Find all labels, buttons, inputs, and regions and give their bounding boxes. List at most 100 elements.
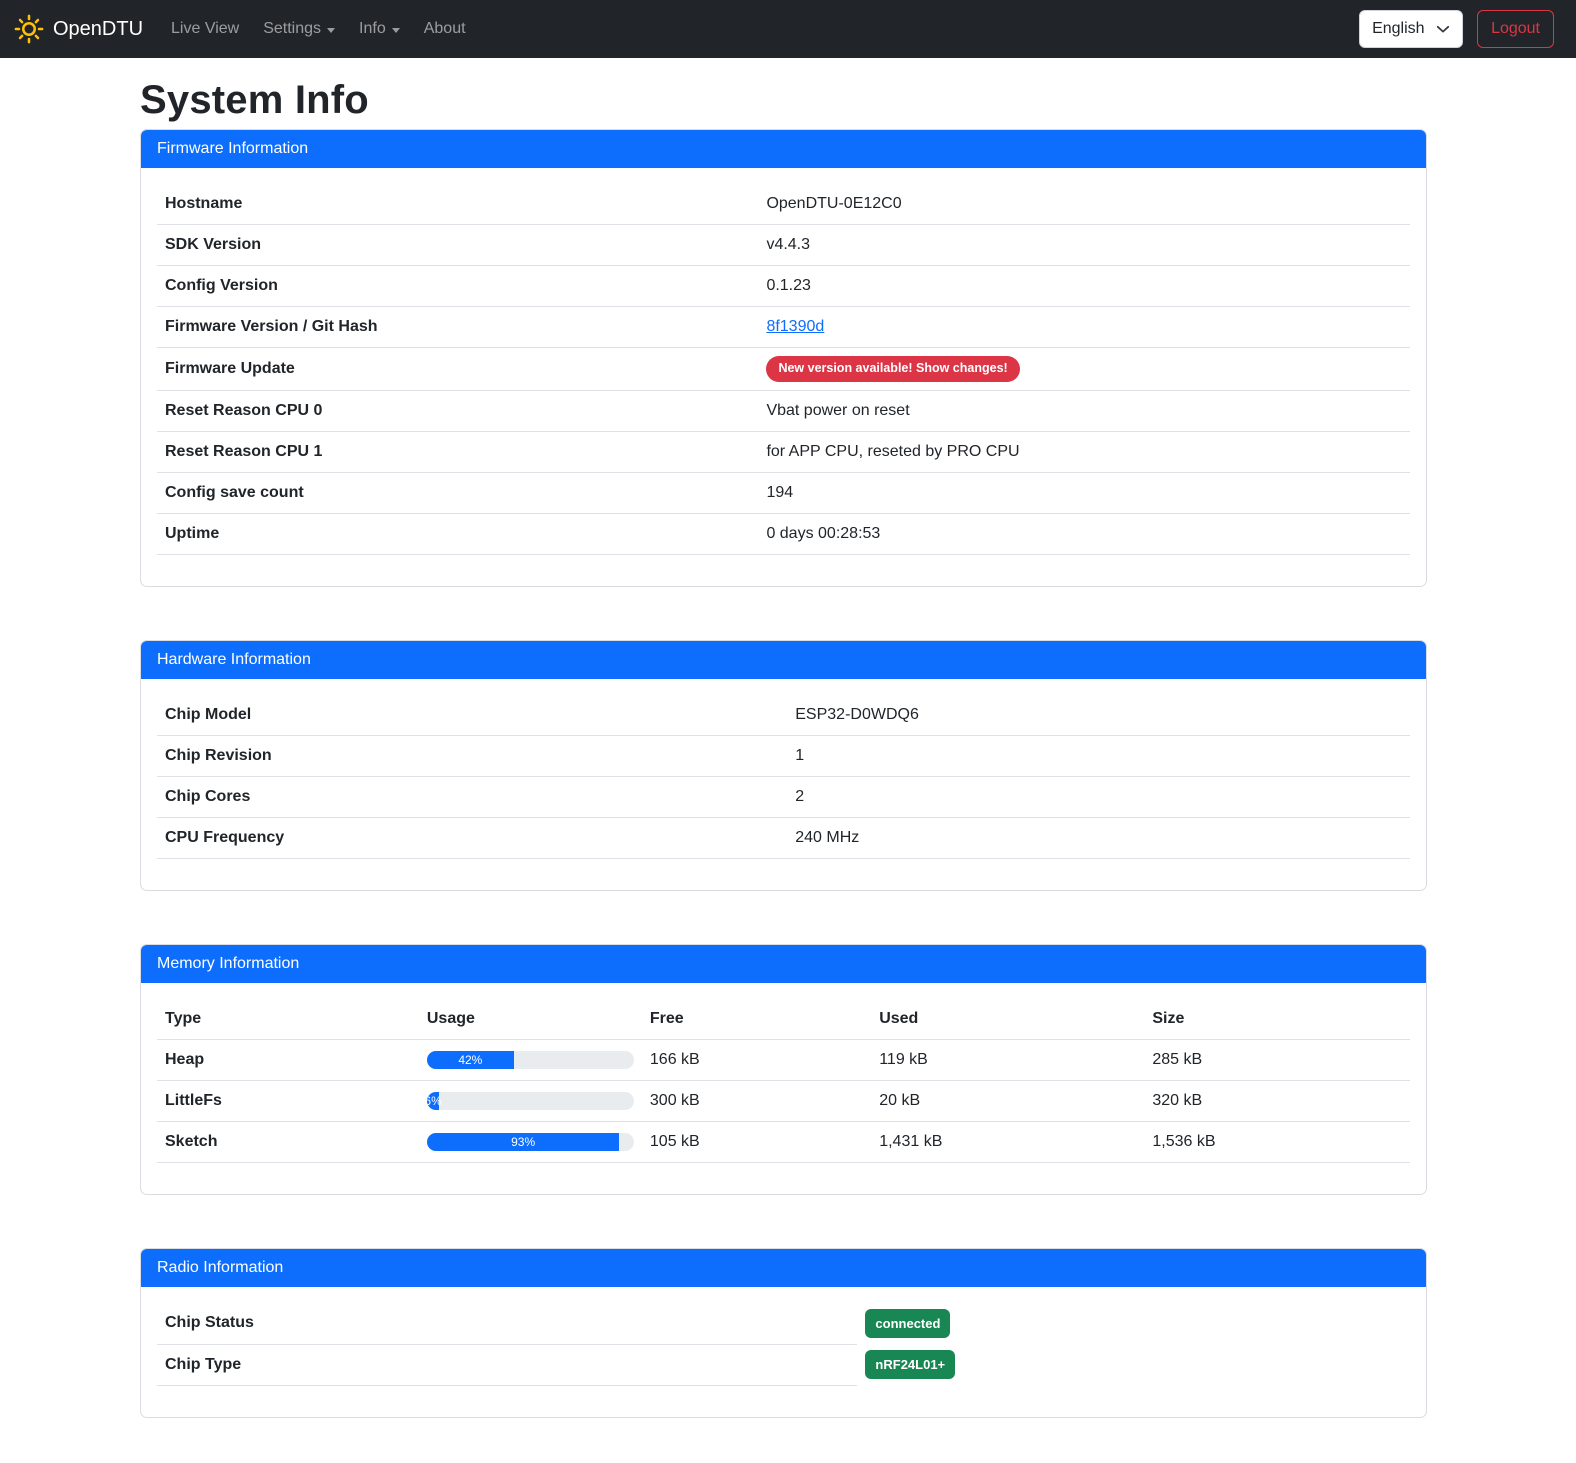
chevron-down-icon (1436, 25, 1450, 33)
row-label: Reset Reason CPU 1 (157, 431, 759, 473)
brand-link[interactable]: OpenDTU (14, 14, 143, 44)
firmware-card: Firmware Information Hostname OpenDTU-0E… (140, 129, 1427, 587)
navbar: OpenDTU Live View Settings Info About En… (0, 0, 1576, 58)
firmware-card-header: Firmware Information (141, 130, 1426, 168)
table-row: CPU Frequency 240 MHz (157, 817, 1410, 859)
memory-free: 105 kB (641, 1121, 872, 1163)
hardware-table: Chip Model ESP32-D0WDQ6 Chip Revision 1 … (157, 695, 1410, 859)
table-row: Heap 42% 166 kB 119 kB 285 kB (157, 1039, 1410, 1081)
memory-card: Memory Information Type Usage Free Used … (140, 944, 1427, 1195)
memory-type: LittleFs (157, 1080, 419, 1122)
memory-used: 119 kB (871, 1039, 1145, 1081)
brand-label: OpenDTU (53, 17, 144, 40)
row-label: Config save count (157, 472, 759, 514)
row-value: for APP CPU, reseted by PRO CPU (758, 431, 1410, 473)
main-content: System Info Firmware Information Hostnam… (140, 78, 1427, 1418)
radio-table: Chip Status connected Chip Type nRF24L01… (157, 1303, 1410, 1386)
memory-card-header: Memory Information (141, 945, 1426, 983)
chip-status-badge: connected (865, 1309, 951, 1338)
col-header-type: Type (157, 999, 419, 1040)
memory-free: 166 kB (641, 1039, 872, 1081)
chip-type-badge: nRF24L01+ (865, 1350, 956, 1379)
memory-used: 20 kB (871, 1080, 1145, 1122)
nav-item-live-view[interactable]: Live View (171, 20, 240, 37)
caret-down-icon (391, 27, 400, 37)
row-label: Chip Status (157, 1303, 858, 1345)
table-row: Firmware Update New version available! S… (157, 347, 1410, 391)
row-label: Chip Cores (157, 776, 788, 818)
row-value: 8f1390d (758, 306, 1410, 348)
memory-size: 320 kB (1144, 1080, 1410, 1122)
row-value: OpenDTU-0E12C0 (758, 184, 1410, 225)
memory-table: Type Usage Free Used Size Heap 42% (157, 999, 1410, 1163)
memory-free: 300 kB (641, 1080, 872, 1122)
row-value: 1 (787, 735, 1410, 777)
row-label: Chip Revision (157, 735, 788, 777)
firmware-update-badge[interactable]: New version available! Show changes! (766, 356, 1020, 382)
nav-item-about[interactable]: About (423, 20, 466, 37)
table-row: SDK Version v4.4.3 (157, 224, 1410, 266)
table-row: Config Version 0.1.23 (157, 265, 1410, 307)
nav-item-info-label: Info (359, 20, 386, 37)
table-row: Hostname OpenDTU-0E12C0 (157, 184, 1410, 225)
table-row: Reset Reason CPU 0 Vbat power on reset (157, 390, 1410, 432)
table-row: Chip Type nRF24L01+ (157, 1344, 1410, 1386)
row-value: v4.4.3 (758, 224, 1410, 266)
memory-usage-cell: 6% (418, 1080, 642, 1122)
row-value: New version available! Show changes! (758, 347, 1410, 391)
table-row: Reset Reason CPU 1 for APP CPU, reseted … (157, 431, 1410, 473)
progress-bar: 42% (426, 1051, 514, 1069)
row-label: Chip Type (157, 1344, 858, 1386)
progress-track: 6% (426, 1092, 634, 1110)
col-header-used: Used (871, 999, 1145, 1040)
row-label: Config Version (157, 265, 759, 307)
memory-card-body: Type Usage Free Used Size Heap 42% (141, 983, 1426, 1194)
firmware-card-body: Hostname OpenDTU-0E12C0 SDK Version v4.4… (141, 168, 1426, 586)
firmware-table: Hostname OpenDTU-0E12C0 SDK Version v4.4… (157, 184, 1410, 555)
row-value: 0 days 00:28:53 (758, 513, 1410, 555)
table-row: LittleFs 6% 300 kB 20 kB 320 kB (157, 1080, 1410, 1122)
row-label: Chip Model (157, 695, 788, 736)
language-select[interactable]: English (1359, 10, 1464, 48)
row-value: 0.1.23 (758, 265, 1410, 307)
table-row: Chip Cores 2 (157, 776, 1410, 818)
nav-item-settings[interactable]: Settings (251, 12, 347, 46)
row-label: Hostname (157, 184, 759, 225)
sun-logo-icon (14, 14, 44, 44)
memory-type: Heap (157, 1039, 419, 1081)
table-header-row: Type Usage Free Used Size (157, 999, 1410, 1040)
col-header-free: Free (641, 999, 872, 1040)
row-value: 240 MHz (787, 817, 1410, 859)
radio-card-body: Chip Status connected Chip Type nRF24L01… (141, 1287, 1426, 1417)
progress-bar: 93% (426, 1133, 620, 1151)
row-value: nRF24L01+ (857, 1344, 1410, 1385)
row-value: 2 (787, 776, 1410, 818)
language-select-value: English (1372, 20, 1425, 37)
logout-button[interactable]: Logout (1477, 10, 1554, 48)
nav-item-settings-label: Settings (263, 20, 322, 37)
memory-usage-cell: 42% (418, 1039, 642, 1081)
hardware-card: Hardware Information Chip Model ESP32-D0… (140, 640, 1427, 891)
table-row: Uptime 0 days 00:28:53 (157, 513, 1410, 555)
memory-type: Sketch (157, 1121, 419, 1163)
table-row: Config save count 194 (157, 472, 1410, 514)
row-label: CPU Frequency (157, 817, 788, 859)
col-header-usage: Usage (418, 999, 642, 1040)
row-value: Vbat power on reset (758, 390, 1410, 432)
row-label: Uptime (157, 513, 759, 555)
memory-usage-cell: 93% (418, 1121, 642, 1163)
progress-label: 42% (458, 1053, 483, 1067)
page-title: System Info (140, 78, 369, 122)
radio-card-header: Radio Information (141, 1249, 1426, 1287)
caret-down-icon (327, 27, 336, 37)
radio-card: Radio Information Chip Status connected … (140, 1248, 1427, 1418)
table-row: Chip Status connected (157, 1303, 1410, 1345)
git-hash-link[interactable]: 8f1390d (766, 318, 825, 335)
row-label: Reset Reason CPU 0 (157, 390, 759, 432)
row-value: connected (857, 1303, 1410, 1344)
table-row: Sketch 93% 105 kB 1,431 kB 1,536 kB (157, 1121, 1410, 1163)
nav-item-info[interactable]: Info (347, 12, 412, 46)
table-row: Chip Revision 1 (157, 735, 1410, 777)
memory-used: 1,431 kB (871, 1121, 1145, 1163)
hardware-card-body: Chip Model ESP32-D0WDQ6 Chip Revision 1 … (141, 679, 1426, 890)
